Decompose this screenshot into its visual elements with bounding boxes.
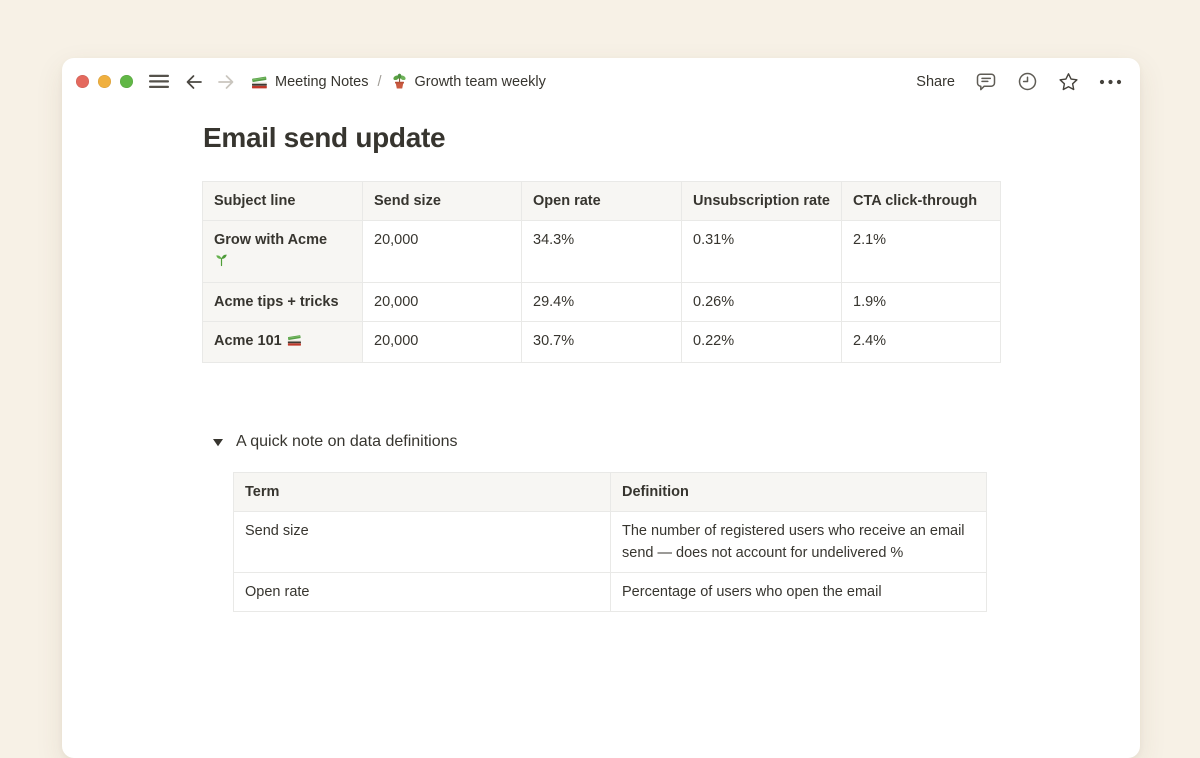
subject-text: Grow with Acme bbox=[214, 232, 328, 248]
definitions-table-header-row: Term Definition bbox=[233, 472, 987, 512]
toggle-triangle-icon[interactable] bbox=[213, 438, 233, 447]
topbar-actions: Share bbox=[916, 71, 1122, 92]
cell-subject[interactable]: Grow with Acme bbox=[202, 220, 363, 283]
cell-open-rate[interactable]: 29.4% bbox=[521, 282, 682, 322]
column-header-term[interactable]: Term bbox=[233, 472, 611, 512]
app-window: Meeting Notes / Growth team weekly Share bbox=[62, 58, 1140, 758]
favorite-button[interactable] bbox=[1058, 72, 1079, 92]
seedling-emoji-icon bbox=[214, 252, 351, 274]
back-button[interactable] bbox=[184, 73, 204, 91]
sidebar-menu-button[interactable] bbox=[149, 74, 169, 89]
breadcrumb-separator: / bbox=[377, 73, 382, 90]
cell-send-size[interactable]: 20,000 bbox=[362, 282, 522, 322]
forward-button[interactable] bbox=[216, 73, 236, 91]
cell-definition[interactable]: The number of registered users who recei… bbox=[610, 511, 987, 573]
cell-term[interactable]: Open rate bbox=[233, 572, 611, 612]
subject-text: Acme 101 bbox=[214, 333, 282, 349]
cell-definition[interactable]: Percentage of users who open the email bbox=[610, 572, 987, 612]
star-icon bbox=[1058, 72, 1079, 92]
email-metrics-table: Subject line Send size Open rate Unsubsc… bbox=[202, 181, 1001, 363]
email-table-header-row: Subject line Send size Open rate Unsubsc… bbox=[202, 181, 1001, 221]
cell-unsub-rate[interactable]: 0.26% bbox=[681, 282, 842, 322]
column-header-subject-line[interactable]: Subject line bbox=[202, 181, 363, 221]
comments-button[interactable] bbox=[975, 71, 997, 92]
toggle-label: A quick note on data definitions bbox=[236, 433, 458, 450]
subject-text: Acme tips + tricks bbox=[214, 294, 339, 310]
breadcrumb-root-label: Meeting Notes bbox=[275, 73, 369, 90]
column-header-open-rate[interactable]: Open rate bbox=[521, 181, 682, 221]
column-header-definition[interactable]: Definition bbox=[610, 472, 987, 512]
cell-unsub-rate[interactable]: 0.31% bbox=[681, 220, 842, 283]
cell-subject[interactable]: Acme tips + tricks bbox=[202, 282, 363, 322]
cell-cta[interactable]: 1.9% bbox=[841, 282, 1001, 322]
updates-button[interactable] bbox=[1017, 71, 1038, 92]
cell-cta[interactable]: 2.1% bbox=[841, 220, 1001, 283]
definitions-table: Term Definition Send size The number of … bbox=[233, 472, 987, 612]
hamburger-icon bbox=[149, 74, 169, 89]
potted-plant-emoji-icon bbox=[391, 73, 408, 90]
minimize-window-button[interactable] bbox=[98, 75, 111, 88]
definitions-table-row-send-size: Send size The number of registered users… bbox=[233, 511, 987, 573]
cell-term[interactable]: Send size bbox=[233, 511, 611, 573]
books-emoji-icon bbox=[287, 335, 302, 351]
cell-subject[interactable]: Acme 101 bbox=[202, 321, 363, 363]
column-header-cta-click-through[interactable]: CTA click-through bbox=[841, 181, 1001, 221]
cell-unsub-rate[interactable]: 0.22% bbox=[681, 321, 842, 363]
column-header-unsubscription-rate[interactable]: Unsubscription rate bbox=[681, 181, 842, 221]
breadcrumb-item-meeting-notes[interactable]: Meeting Notes bbox=[251, 73, 369, 90]
email-table-row-acme-tips-tricks: Acme tips + tricks 20,000 29.4% 0.26% 1.… bbox=[202, 282, 1001, 322]
forward-arrow-icon bbox=[216, 73, 236, 91]
window-controls bbox=[76, 75, 133, 88]
breadcrumb-page-label: Growth team weekly bbox=[414, 73, 546, 90]
page-title[interactable]: Email send update bbox=[203, 122, 446, 153]
breadcrumb: Meeting Notes / Growth team weekly bbox=[251, 73, 546, 90]
column-header-send-size[interactable]: Send size bbox=[362, 181, 522, 221]
toggle-data-definitions[interactable]: A quick note on data definitions bbox=[213, 430, 1140, 454]
window-topbar: Meeting Notes / Growth team weekly Share bbox=[62, 58, 1140, 105]
page-content: Email send update Subject line Send size… bbox=[62, 121, 1140, 612]
ellipsis-icon bbox=[1099, 79, 1122, 85]
zoom-window-button[interactable] bbox=[120, 75, 133, 88]
cell-open-rate[interactable]: 30.7% bbox=[521, 321, 682, 363]
share-button[interactable]: Share bbox=[916, 73, 955, 90]
definitions-table-row-open-rate: Open rate Percentage of users who open t… bbox=[233, 572, 987, 612]
books-emoji-icon bbox=[251, 73, 268, 90]
cell-open-rate[interactable]: 34.3% bbox=[521, 220, 682, 283]
cell-send-size[interactable]: 20,000 bbox=[362, 220, 522, 283]
clock-icon bbox=[1017, 71, 1038, 92]
back-arrow-icon bbox=[184, 73, 204, 91]
more-options-button[interactable] bbox=[1099, 79, 1122, 85]
cell-send-size[interactable]: 20,000 bbox=[362, 321, 522, 363]
close-window-button[interactable] bbox=[76, 75, 89, 88]
comment-icon bbox=[975, 71, 997, 92]
cell-cta[interactable]: 2.4% bbox=[841, 321, 1001, 363]
email-table-row-grow-with-acme: Grow with Acme 20,000 34.3% 0.31% 2.1% bbox=[202, 220, 1001, 283]
breadcrumb-item-growth-team-weekly[interactable]: Growth team weekly bbox=[391, 73, 546, 90]
email-table-row-acme-101: Acme 101 20,000 30.7% 0.22% 2.4% bbox=[202, 321, 1001, 363]
